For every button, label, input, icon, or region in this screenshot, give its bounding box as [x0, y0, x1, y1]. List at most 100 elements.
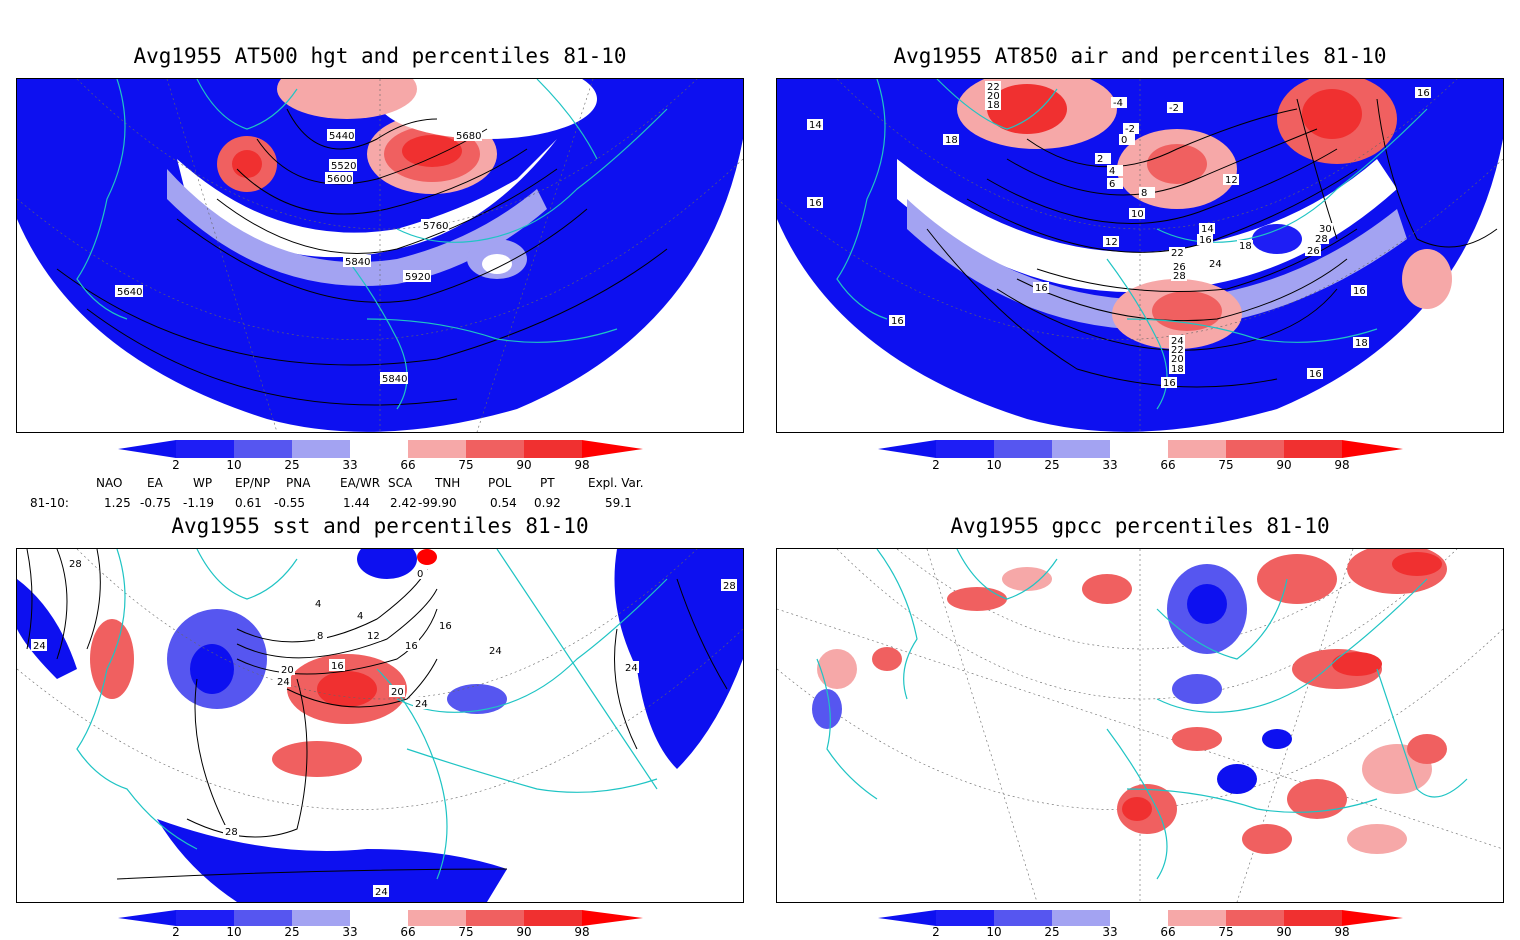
index-header: EA	[147, 476, 163, 490]
contour-label: 14	[1201, 224, 1214, 235]
colorbar-tick: 90	[1276, 925, 1292, 939]
colorbar-tick: 33	[342, 458, 358, 472]
contour-label: 28	[69, 559, 82, 570]
anomaly-white-east	[482, 254, 512, 274]
colorbar-tick: 33	[342, 925, 358, 939]
colorbar-tick: 10	[226, 458, 242, 472]
map-panel-hgt500: 5440 5520 5600 5680 5760 5840 5920 5640 …	[16, 78, 744, 433]
contour-label: 14	[809, 120, 822, 131]
contour-label: 28	[225, 827, 238, 838]
index-header: SCA	[388, 476, 413, 490]
contour-label: 24	[415, 699, 428, 710]
panel-title-air850: Avg1955 AT850 air and percentiles 81-10	[893, 44, 1387, 68]
contour-label: 5680	[456, 131, 481, 142]
anomaly-red-west-core	[232, 150, 262, 178]
contour-label: 16	[1353, 286, 1366, 297]
precip-anomaly-blobs	[812, 549, 1447, 854]
contour-label: 26	[1173, 262, 1186, 273]
colorbar-tick: 25	[284, 458, 300, 472]
contour-label: 16	[331, 661, 344, 672]
contour-label: 20	[987, 91, 1000, 102]
sst-red-south	[272, 741, 362, 777]
contour-label: 6	[1109, 179, 1115, 190]
contour-label: 28	[1315, 234, 1328, 245]
contour-label: 8	[1141, 188, 1147, 199]
map-panel-air850: 22 20 18 14 16 16 18 -4 -2 -2 0 2 4 6 8 …	[776, 78, 1504, 433]
colorbar-tick: 33	[1102, 458, 1118, 472]
colorbar-tick: 25	[1044, 458, 1060, 472]
colorbar-tick: 10	[986, 458, 1002, 472]
index-value: 1.25	[104, 496, 131, 510]
colorbar-tick: 2	[172, 925, 180, 939]
anomaly-blue-east	[1252, 224, 1302, 254]
sst-red-central-core	[317, 671, 377, 707]
index-value: 0.54	[490, 496, 517, 510]
ocean-blue-east	[614, 549, 743, 769]
contour-label: 5520	[331, 161, 356, 172]
index-value: 59.1	[605, 496, 632, 510]
contour-label: 12	[367, 631, 380, 642]
contour-label: 24	[33, 641, 46, 652]
colorbar-graphic	[878, 440, 1403, 458]
contour-label: 20	[1171, 354, 1184, 365]
colorbar-tick: 2	[932, 458, 940, 472]
colorbar-tick: 10	[986, 925, 1002, 939]
index-value: -0.75	[140, 496, 172, 510]
map-panel-gpcc	[776, 548, 1504, 903]
map-hgt500-graphic: 5440 5520 5600 5680 5760 5840 5920 5640 …	[17, 79, 743, 432]
index-value: -99.90	[418, 496, 457, 510]
colorbar-top-right: 2 10 25 33 66 75 90 98	[878, 440, 1403, 476]
contour-label: 4	[357, 611, 363, 622]
anomaly-red-south-core	[1152, 291, 1222, 331]
contour-label: 18	[1239, 241, 1252, 252]
graticule	[777, 549, 1503, 902]
index-header: PT	[540, 476, 555, 490]
colorbar-tick: 10	[226, 925, 242, 939]
index-header: EA/WR	[340, 476, 381, 490]
contour-label: 5920	[405, 272, 430, 283]
contour-label: 24	[1209, 259, 1222, 270]
contour-label: 12	[1105, 237, 1118, 248]
contour-label: -2	[1125, 124, 1135, 135]
coastlines	[816, 549, 1468, 880]
index-value: 2.42	[390, 496, 417, 510]
index-row-label: 81-10:	[30, 496, 69, 510]
colorbar-graphic	[118, 440, 643, 458]
colorbar-tick: 75	[1218, 458, 1234, 472]
contour-label: 0	[417, 569, 423, 580]
index-value: -0.55	[274, 496, 306, 510]
coastlines	[76, 79, 668, 410]
contour-label: 16	[1035, 283, 1048, 294]
map-sst-graphic: 28 24 4 0 4 8 12 16 20 24 16 20 24 24 24…	[17, 549, 743, 902]
colorbar-tick: 90	[1276, 458, 1292, 472]
contour-lines	[56, 108, 668, 406]
colorbar-tick: 66	[1160, 458, 1176, 472]
sst-blue-mid	[447, 684, 507, 714]
contour-label: 20	[281, 665, 294, 676]
contour-label: 16	[439, 621, 452, 632]
map-gpcc-graphic	[777, 549, 1503, 902]
index-header: PNA	[286, 476, 311, 490]
colorbar-tick: 66	[400, 458, 416, 472]
anomaly-red-east	[1402, 249, 1452, 309]
contour-label: 28	[1173, 271, 1186, 282]
contour-label: 16	[891, 316, 904, 327]
contour-label: 2	[1097, 154, 1103, 165]
contour-label: 22	[1171, 345, 1184, 356]
contour-label: 24	[277, 677, 290, 688]
index-value: 0.92	[534, 496, 561, 510]
colorbar-graphic	[878, 910, 1403, 926]
colorbar-top-left: 2 10 25 33 66 75 90 98	[118, 440, 643, 476]
contour-label: 24	[625, 663, 638, 674]
index-header: POL	[488, 476, 512, 490]
colorbar-tick: 90	[516, 458, 532, 472]
anomaly-red-north-core	[987, 84, 1067, 134]
contour-labels: 5440 5520 5600 5680 5760 5840 5920 5640 …	[115, 129, 482, 385]
contour-label: 12	[1225, 175, 1238, 186]
contour-label: 18	[1171, 364, 1184, 375]
colorbar-tick: 2	[932, 925, 940, 939]
index-header: TNH	[435, 476, 461, 490]
contour-label: 30	[1319, 224, 1332, 235]
anomaly-white-band	[897, 159, 1397, 293]
contour-label: 5440	[329, 131, 354, 142]
